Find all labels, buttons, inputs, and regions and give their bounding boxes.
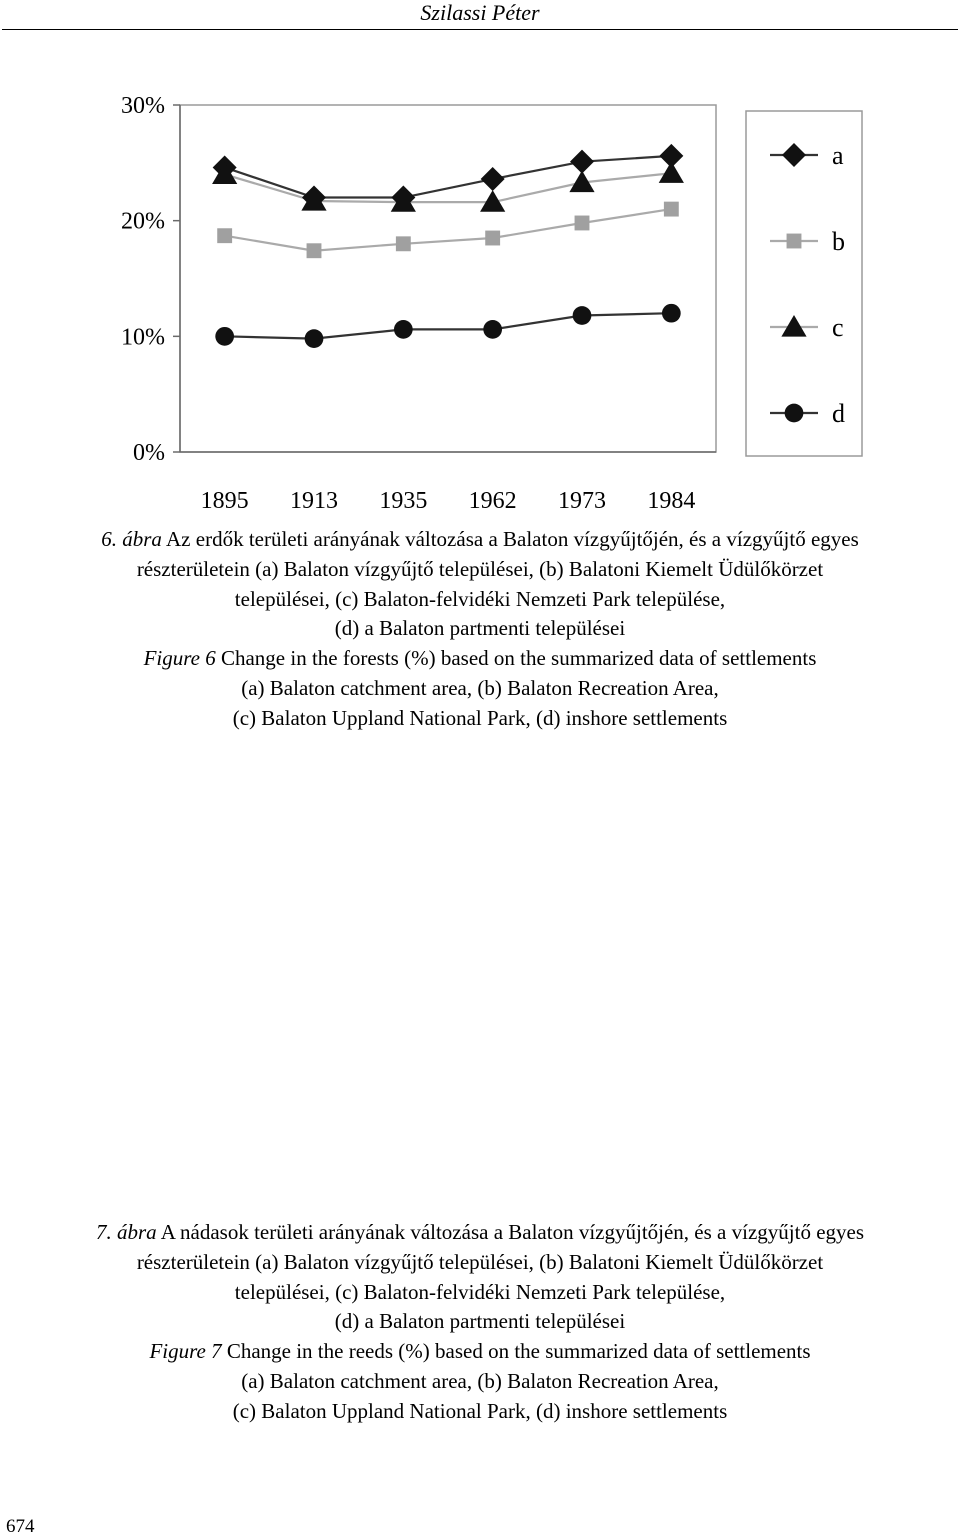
data-point-d [572, 306, 592, 325]
series-line-c [224, 172, 672, 204]
data-point-b [663, 201, 679, 217]
caption-hu-line: települései, (c) Balaton-felvidéki Nemze… [234, 586, 726, 611]
legend-marker-d [784, 403, 804, 423]
data-point-c [480, 190, 506, 212]
legend-label: b [832, 227, 845, 256]
caption-hu-line: részterületein (a) Balaton vízgyűjtő tel… [136, 556, 824, 581]
series-line-b [224, 208, 672, 252]
legend-marker-c [781, 315, 807, 337]
data-point-b [395, 236, 411, 252]
caption-hu-line: részterületein (a) Balaton vízgyűjtő tel… [136, 1249, 824, 1274]
data-point-d [393, 320, 413, 339]
legend-box [745, 110, 863, 457]
caption-hu-line: (d) a Balaton partmenti települései [334, 616, 626, 641]
legend-marker-a [782, 143, 806, 167]
caption-hu-line: (d) a Balaton partmenti települései [334, 1309, 626, 1334]
caption-hu-line: települései, (c) Balaton-felvidéki Nemze… [234, 1279, 726, 1304]
caption-en-line: Figure 7 Change in the reeds (%) based o… [149, 1339, 811, 1364]
y-tick-label: 10% [121, 324, 165, 350]
legend-marker-b [786, 233, 802, 249]
y-tick-label: 30% [121, 93, 165, 119]
caption-hu-line: 6. ábra Az erdők területi arányának vált… [101, 527, 859, 551]
x-tick-label: 1895 [201, 488, 249, 514]
x-tick-label: 1984 [647, 488, 695, 514]
data-point-d [483, 320, 503, 339]
x-tick-label: 1913 [290, 488, 338, 514]
caption-en-line: Figure 6 Change in the forests (%) based… [143, 646, 817, 671]
data-point-a [570, 149, 594, 174]
running-head: Szilassi Péter [420, 0, 540, 25]
legend-label: d [832, 399, 845, 428]
data-point-c [301, 189, 327, 211]
data-point-c [212, 162, 238, 184]
y-tick-label: 0% [133, 440, 165, 466]
caption-en-label: Figure 6 [143, 646, 216, 671]
data-point-c [390, 190, 416, 212]
data-point-c [658, 161, 684, 183]
data-point-a [659, 143, 684, 168]
caption-en-line: (a) Balaton catchment area, (b) Balaton … [241, 675, 719, 700]
header-rule [2, 29, 958, 30]
forest-change-chart: 0% 10% 20% 30% 1895 1913 1935 1962 1973 1984 a b c d [121, 93, 863, 514]
caption-en-label: Figure 7 [149, 1339, 222, 1364]
data-point-c [569, 170, 595, 193]
x-tick-label: 1935 [379, 488, 427, 514]
data-point-b [574, 215, 590, 231]
legend-label: a [832, 141, 844, 170]
data-point-b [217, 228, 233, 244]
data-point-b [306, 243, 322, 259]
caption-hu-label: 7. ábra [95, 1220, 157, 1244]
x-tick-label: 1973 [558, 488, 606, 514]
data-point-d [661, 303, 681, 323]
data-point-d [215, 326, 235, 346]
caption-hu-label: 6. ábra [101, 527, 162, 551]
x-tick-label: 1962 [469, 488, 517, 514]
series-line-a [224, 154, 672, 199]
caption-hu-line: 7. ábra A nádasok területi arányának vál… [95, 1220, 865, 1244]
figure-7-caption: 7. ábra A nádasok területi arányának vál… [0, 1218, 960, 1427]
data-point-d [304, 329, 324, 349]
figure-6-caption: 6. ábra Az erdők területi arányának vált… [0, 525, 960, 734]
page-number: 674 [6, 1516, 35, 1537]
legend-label: c [832, 313, 844, 342]
y-tick-label: 20% [121, 209, 165, 235]
caption-en-line: (a) Balaton catchment area, (b) Balaton … [241, 1368, 719, 1393]
data-point-a [480, 167, 505, 192]
caption-en-line: (c) Balaton Uppland National Park, (d) i… [232, 705, 728, 730]
caption-en-line: (c) Balaton Uppland National Park, (d) i… [232, 1398, 728, 1423]
data-point-b [485, 230, 501, 246]
series-line-d [224, 312, 672, 340]
